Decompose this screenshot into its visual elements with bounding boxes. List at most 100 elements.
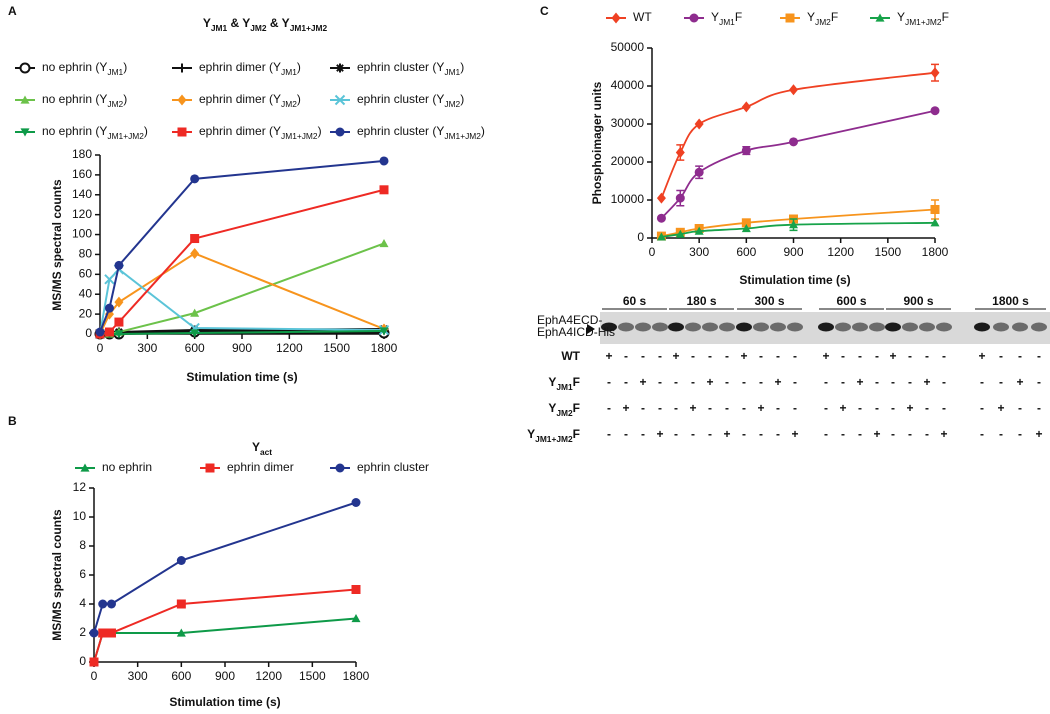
cell: - xyxy=(708,427,712,441)
cell: - xyxy=(824,427,828,441)
text-part: ephrin cluster (Y xyxy=(357,124,444,138)
marker xyxy=(379,327,389,336)
x-tick-label: 900 xyxy=(215,669,235,683)
text-part: JM2 xyxy=(107,99,123,109)
cell: - xyxy=(908,349,912,363)
cell: + xyxy=(839,401,846,415)
marker xyxy=(351,585,361,594)
text-part: JM1+JM2 xyxy=(281,131,318,141)
marker xyxy=(694,226,704,235)
legend-label: ephrin dimer xyxy=(227,460,294,474)
cell: - xyxy=(658,349,662,363)
text-part: ephrin dimer (Y xyxy=(199,124,281,138)
marker xyxy=(675,147,685,158)
text-part: JM2 xyxy=(444,99,460,109)
panel-label: A xyxy=(8,4,17,18)
text-part: JM2 xyxy=(281,99,297,109)
marker xyxy=(114,260,124,270)
text-part: ) xyxy=(481,124,485,138)
cell: - xyxy=(658,375,662,389)
band xyxy=(936,322,952,332)
cell: - xyxy=(824,401,828,415)
cell: - xyxy=(841,427,845,441)
text-part: JM2 xyxy=(556,408,573,418)
cell: - xyxy=(942,401,946,415)
text-part: JM1+JM2 xyxy=(905,17,942,27)
text-part: JM1 xyxy=(556,382,573,392)
text-part: JM1 xyxy=(107,67,123,77)
time-label: 300 s xyxy=(754,294,784,308)
cell: - xyxy=(858,349,862,363)
row-label: WT xyxy=(561,349,580,363)
marker xyxy=(190,174,200,184)
text-part: ) xyxy=(123,60,127,74)
legend-label: YJM1+JM2F xyxy=(897,10,949,27)
cell: - xyxy=(925,427,929,441)
cell: - xyxy=(624,349,628,363)
marker xyxy=(176,628,186,637)
band xyxy=(601,322,617,332)
y-axis-label: Phosphoimager units xyxy=(590,81,604,204)
text-part: act xyxy=(260,447,272,457)
y-axis-label: MS/MS spectral counts xyxy=(50,179,64,311)
marker xyxy=(177,63,187,73)
marker xyxy=(675,193,685,203)
text-part: F xyxy=(573,375,580,389)
text-part: Y xyxy=(548,401,556,415)
cell: - xyxy=(875,401,879,415)
band xyxy=(1031,322,1047,332)
cell: - xyxy=(776,427,780,441)
x-tick-label: 0 xyxy=(91,669,98,683)
cell: + xyxy=(639,375,646,389)
text-part: JM1+JM2 xyxy=(444,131,481,141)
x-tick-label: 1800 xyxy=(343,669,370,683)
cell: - xyxy=(742,375,746,389)
cell: - xyxy=(776,349,780,363)
series-line xyxy=(93,588,357,663)
marker xyxy=(205,463,215,473)
y-tick-label: 0 xyxy=(79,654,86,668)
cell: - xyxy=(999,427,1003,441)
marker xyxy=(351,614,361,623)
cell: - xyxy=(708,349,712,363)
band xyxy=(919,322,935,332)
x-tick-label: 1500 xyxy=(874,245,901,259)
cell: - xyxy=(742,427,746,441)
x-tick-label: 600 xyxy=(736,245,756,259)
cell: - xyxy=(674,401,678,415)
cell: + xyxy=(723,427,730,441)
cell: - xyxy=(980,375,984,389)
x-tick-label: 1500 xyxy=(323,341,350,355)
x-tick-label: 300 xyxy=(137,341,157,355)
cell: - xyxy=(725,375,729,389)
band xyxy=(719,322,735,332)
band xyxy=(869,322,885,332)
text-part: Y xyxy=(527,427,535,441)
cell: - xyxy=(999,349,1003,363)
marker xyxy=(379,239,389,248)
cell: + xyxy=(1035,427,1042,441)
marker xyxy=(114,317,124,327)
text-part: JM1 xyxy=(719,17,735,27)
cell: + xyxy=(672,349,679,363)
cell: - xyxy=(925,401,929,415)
x-axis-label: Stimulation time (s) xyxy=(186,370,297,384)
legend-label: YJM1F xyxy=(711,10,742,27)
cell: - xyxy=(759,375,763,389)
marker xyxy=(20,95,30,104)
cell: - xyxy=(891,401,895,415)
cell: + xyxy=(791,427,798,441)
cell: + xyxy=(1016,375,1023,389)
x-tick-label: 300 xyxy=(689,245,709,259)
text-part: JM1+JM2 xyxy=(535,434,573,444)
marker xyxy=(95,327,105,337)
band xyxy=(702,322,718,332)
y-axis-label: MS/MS spectral counts xyxy=(50,509,64,641)
text-part: Y xyxy=(807,10,815,24)
text-part: Y xyxy=(711,10,719,24)
marker xyxy=(334,94,346,106)
text-part: Y xyxy=(897,10,905,24)
text-part: F xyxy=(735,10,742,24)
x-tick-label: 0 xyxy=(97,341,104,355)
